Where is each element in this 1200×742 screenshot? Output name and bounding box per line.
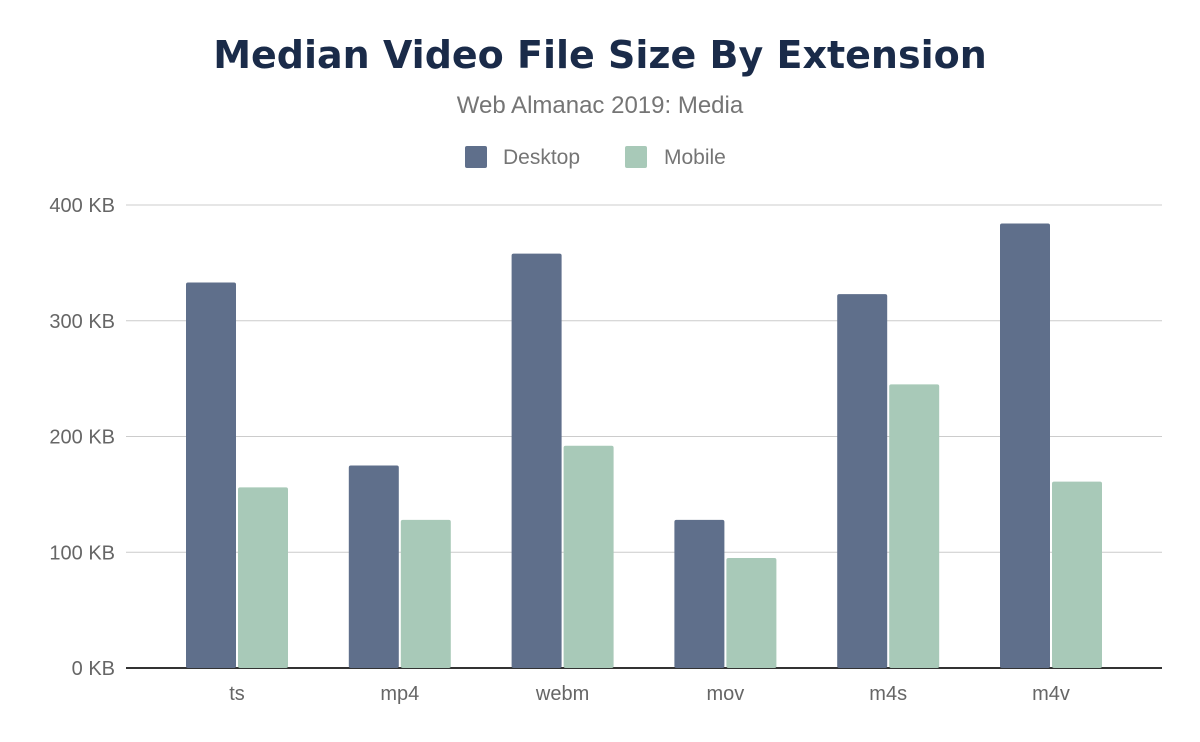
bar-mobile-ts xyxy=(238,487,288,668)
bars xyxy=(186,223,1102,669)
bar-mobile-m4v xyxy=(1052,481,1102,668)
legend-swatch-desktop xyxy=(465,146,487,168)
y-tick-label: 300 KB xyxy=(49,311,115,333)
y-tick-label: 200 KB xyxy=(49,427,115,449)
legend-label-desktop: Desktop xyxy=(503,146,580,169)
gridlines: 0 KB 100 KB 200 KB 300 KB 400 KB xyxy=(49,195,1162,680)
x-tick-label: mp4 xyxy=(380,683,419,705)
x-tick-label: m4v xyxy=(1032,683,1070,705)
x-axis-labels: ts mp4 webm mov m4s m4v xyxy=(229,683,1070,705)
legend-swatch-mobile xyxy=(625,146,647,168)
bar-mobile-webm xyxy=(563,445,614,668)
bar-desktop-webm xyxy=(511,253,562,669)
bar-desktop-mp4 xyxy=(348,465,399,668)
bar-desktop-mov xyxy=(674,519,725,668)
y-tick-label: 0 KB xyxy=(72,658,115,680)
bar-desktop-m4s xyxy=(837,294,888,668)
y-tick-label: 400 KB xyxy=(49,195,115,217)
bar-mobile-m4s xyxy=(889,384,940,668)
y-tick-label: 100 KB xyxy=(49,542,115,564)
x-tick-label: m4s xyxy=(869,683,907,705)
legend-label-mobile: Mobile xyxy=(664,146,726,169)
x-tick-label: ts xyxy=(229,683,245,705)
chart-title: Median Video File Size By Extension xyxy=(213,33,987,77)
x-tick-label: mov xyxy=(707,683,745,705)
legend: Desktop Mobile xyxy=(465,146,726,169)
bar-mobile-mp4 xyxy=(400,519,451,668)
bar-desktop-m4v xyxy=(1000,223,1050,668)
bar-desktop-ts xyxy=(186,282,236,668)
chart-subtitle: Web Almanac 2019: Media xyxy=(457,92,744,119)
bar-mobile-mov xyxy=(726,558,777,668)
x-tick-label: webm xyxy=(535,683,589,705)
